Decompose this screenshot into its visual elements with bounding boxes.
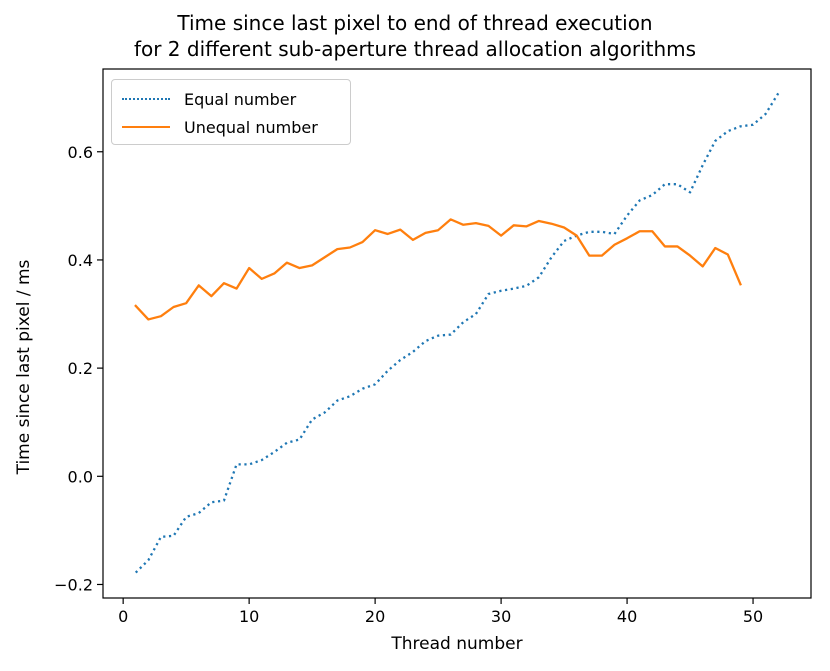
- x-tick-label: 10: [239, 607, 259, 626]
- legend-swatch-unequal-number: [122, 126, 170, 128]
- legend-item-unequal-number: Unequal number: [122, 116, 318, 138]
- legend-swatch-equal-number: [122, 98, 170, 100]
- legend: Equal number Unequal number: [111, 79, 351, 145]
- y-tick-label: 0.6: [68, 143, 93, 162]
- y-tick-label: −0.2: [54, 575, 93, 594]
- x-axis-label: Thread number: [391, 634, 523, 654]
- y-axis-label: Time since last pixel / ms: [14, 259, 34, 475]
- chart-title-line-1: Time since last pixel to end of thread e…: [177, 11, 653, 35]
- y-tick-label: 0.4: [68, 251, 93, 270]
- y-tick-label: 0.2: [68, 359, 93, 378]
- legend-label-equal-number: Equal number: [184, 89, 297, 109]
- x-tick-label: 20: [365, 607, 385, 626]
- legend-label-unequal-number: Unequal number: [184, 117, 318, 137]
- x-tick-label: 0: [118, 607, 128, 626]
- y-tick-label: 0.0: [68, 467, 93, 486]
- series-line-equal-number: [134, 92, 780, 574]
- legend-item-equal-number: Equal number: [122, 88, 296, 110]
- x-tick-label: 50: [743, 607, 763, 626]
- x-tick-label: 30: [491, 607, 511, 626]
- plot-frame: [102, 68, 812, 599]
- series-line-unequal-number: [134, 218, 742, 321]
- chart-title-line-2: for 2 different sub-aperture thread allo…: [133, 37, 697, 61]
- x-tick-label: 40: [617, 607, 637, 626]
